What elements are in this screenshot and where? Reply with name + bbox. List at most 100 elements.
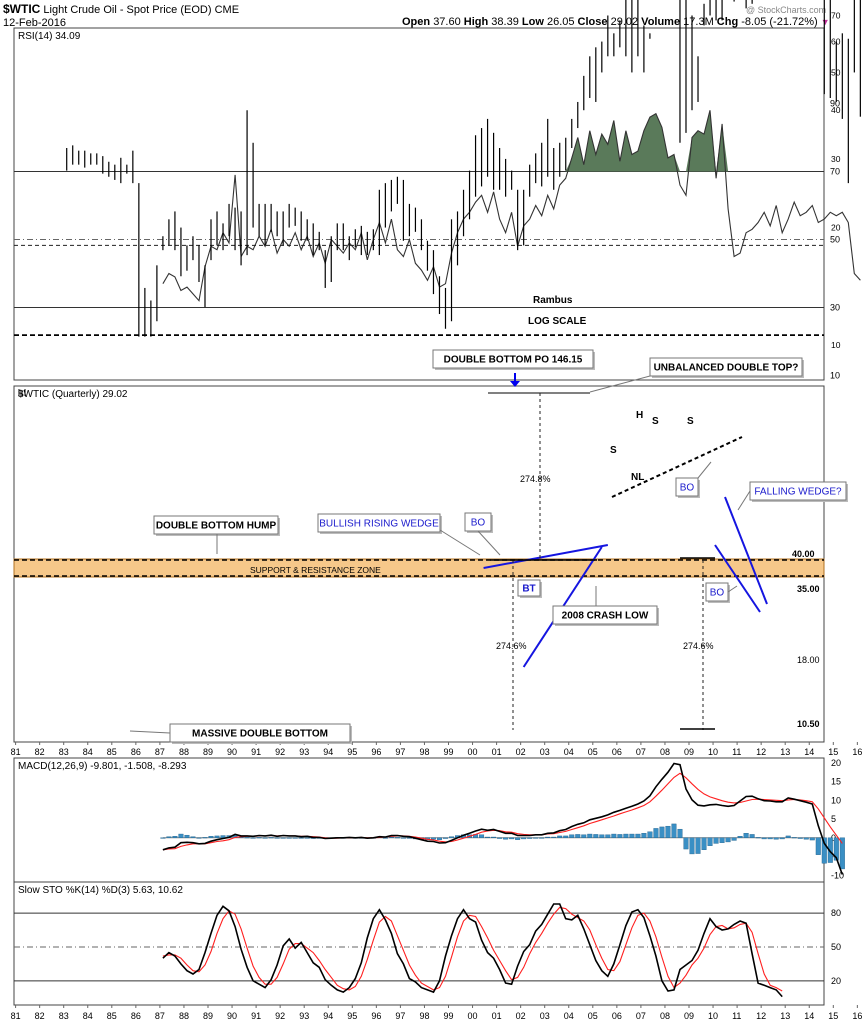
sto-tick-label: 50 xyxy=(831,942,841,952)
macd-panel-frame xyxy=(13,757,825,883)
pct-label-left: 274.6% xyxy=(496,641,527,651)
callout-bo-2-box xyxy=(675,477,699,497)
volume-label: Volume xyxy=(641,16,681,28)
macd-histogram-bar xyxy=(436,837,442,840)
x-tick-label-bottom: 00 xyxy=(468,1011,478,1021)
macd-histogram-bar xyxy=(743,833,749,838)
x-tick-label-bottom: 89 xyxy=(203,1011,213,1021)
x-tick-label: 16 xyxy=(852,747,862,757)
level-label-35: 35.00 xyxy=(797,584,820,594)
x-tick-label: 82 xyxy=(35,747,45,757)
macd-tick-label: 15 xyxy=(831,777,841,787)
hs-right-shoulder: S xyxy=(687,416,694,427)
x-tick-label: 15 xyxy=(828,747,838,757)
sto-title: Slow STO %K(14) %D(3) 5.63, 10.62 xyxy=(18,885,183,896)
macd-histogram-bar xyxy=(791,837,797,839)
price-tick-label: 70 xyxy=(831,10,841,20)
x-tick-label-bottom: 94 xyxy=(323,1011,333,1021)
support-zone-label: SUPPORT & RESISTANCE ZONE xyxy=(250,565,381,575)
rsi-panel-frame xyxy=(13,27,825,381)
bars-glyph-icon xyxy=(18,389,26,396)
macd-histogram-bar xyxy=(166,836,172,838)
sto-d-line xyxy=(162,906,783,992)
callout-double-bottom-po-box xyxy=(432,349,594,369)
callout-double-bottom-hump-box xyxy=(153,515,279,535)
callout-bullish-wedge-text: BULLISH RISING WEDGE xyxy=(319,519,439,530)
callout-bt-text: BT xyxy=(522,584,535,595)
x-tick-label-bottom: 98 xyxy=(419,1011,429,1021)
macd-histogram-bar xyxy=(196,837,202,839)
macd-histogram-bar xyxy=(611,833,617,838)
macd-histogram-bar xyxy=(545,836,551,838)
x-tick-label: 03 xyxy=(540,747,550,757)
rsi-tick-label: 70 xyxy=(830,167,840,177)
macd-histogram-bar xyxy=(563,835,569,838)
chart-header: $WTIC Light Crude Oil - Spot Price (EOD)… xyxy=(3,3,239,16)
x-tick-label: 97 xyxy=(395,747,405,757)
callout-bo-1-text: BO xyxy=(471,518,486,529)
x-tick-label: 91 xyxy=(251,747,261,757)
macd-histogram-bar xyxy=(388,836,394,838)
close-value: 29.02 xyxy=(610,16,639,28)
x-tick-label-bottom: 01 xyxy=(492,1011,502,1021)
macd-histogram-bar xyxy=(755,837,761,839)
symbol-description: Light Crude Oil - Spot Price (EOD) xyxy=(43,4,212,16)
macd-histogram-bar xyxy=(719,837,725,843)
low-label: Low xyxy=(521,16,544,28)
high-value: 38.39 xyxy=(491,16,519,28)
callout-double-bottom-po: DOUBLE BOTTOM PO 146.15 xyxy=(432,349,595,370)
watermark: @ StockCharts.com xyxy=(746,5,827,15)
macd-title: MACD(12,26,9) -9.801, -1.508, -8.293 xyxy=(18,761,187,772)
x-tick-label: 02 xyxy=(516,747,526,757)
callout-unbalanced-top: UNBALANCED DOUBLE TOP? xyxy=(589,357,804,393)
callout-bullish-wedge-pointer xyxy=(439,529,481,556)
x-tick-label: 99 xyxy=(444,747,454,757)
macd-histogram-bar xyxy=(833,837,839,861)
callout-double-bottom-hump: DOUBLE BOTTOM HUMP xyxy=(153,515,280,554)
level-label-18: 18.00 xyxy=(797,655,820,665)
macd-histogram-bar xyxy=(605,834,611,838)
macd-histogram-bar xyxy=(569,834,575,838)
macd-histogram-bar xyxy=(683,837,689,850)
macd-histogram-bar xyxy=(821,837,827,864)
macd-histogram-bar xyxy=(839,837,845,870)
macd-histogram-bar xyxy=(449,836,455,838)
x-tick-label: 10 xyxy=(708,747,718,757)
callout-massive-double-bottom: MASSIVE DOUBLE BOTTOM xyxy=(129,723,352,744)
x-tick-label-bottom: 03 xyxy=(540,1011,550,1021)
macd-histogram-bar xyxy=(725,837,731,843)
callout-bt-box xyxy=(517,579,541,597)
x-tick-label: 07 xyxy=(636,747,646,757)
x-tick-label-bottom: 83 xyxy=(59,1011,69,1021)
macd-histogram-bar xyxy=(298,837,304,839)
macd-histogram-bar xyxy=(803,837,809,840)
x-tick-label-bottom: 09 xyxy=(684,1011,694,1021)
x-tick-label: 90 xyxy=(227,747,237,757)
falling-wedge-upper xyxy=(724,496,768,605)
x-tick-label-bottom: 08 xyxy=(660,1011,670,1021)
macd-histogram-bar xyxy=(184,834,190,838)
sto-panel-frame xyxy=(13,881,825,1006)
rsi-tick-label: 30 xyxy=(830,303,840,313)
close-label: Close xyxy=(577,16,608,28)
x-tick-label-bottom: 12 xyxy=(756,1011,766,1021)
open-value: 37.60 xyxy=(433,16,461,28)
macd-histogram-bar xyxy=(653,828,659,838)
x-tick-label-bottom: 02 xyxy=(516,1011,526,1021)
macd-histogram-bar xyxy=(737,836,743,838)
x-tick-label: 00 xyxy=(468,747,478,757)
neckline-label: NL xyxy=(631,472,644,483)
x-tick-label-bottom: 04 xyxy=(564,1011,574,1021)
macd-histogram-bar xyxy=(286,837,292,839)
macd-histogram-bar xyxy=(731,837,737,841)
callout-falling-wedge-text: FALLING WEDGE? xyxy=(754,487,842,498)
level-label-10-50: 10.50 xyxy=(797,719,820,729)
macd-tick-label: 5 xyxy=(831,814,836,824)
x-tick-label: 04 xyxy=(564,747,574,757)
macd-tick-label: 20 xyxy=(831,758,841,768)
neckline xyxy=(611,436,743,498)
chg-value: -8.05 (-21.72%) xyxy=(741,16,818,28)
x-tick-label-bottom: 95 xyxy=(347,1011,357,1021)
macd-histogram-bar xyxy=(635,833,641,838)
low-value: 26.05 xyxy=(546,16,575,28)
